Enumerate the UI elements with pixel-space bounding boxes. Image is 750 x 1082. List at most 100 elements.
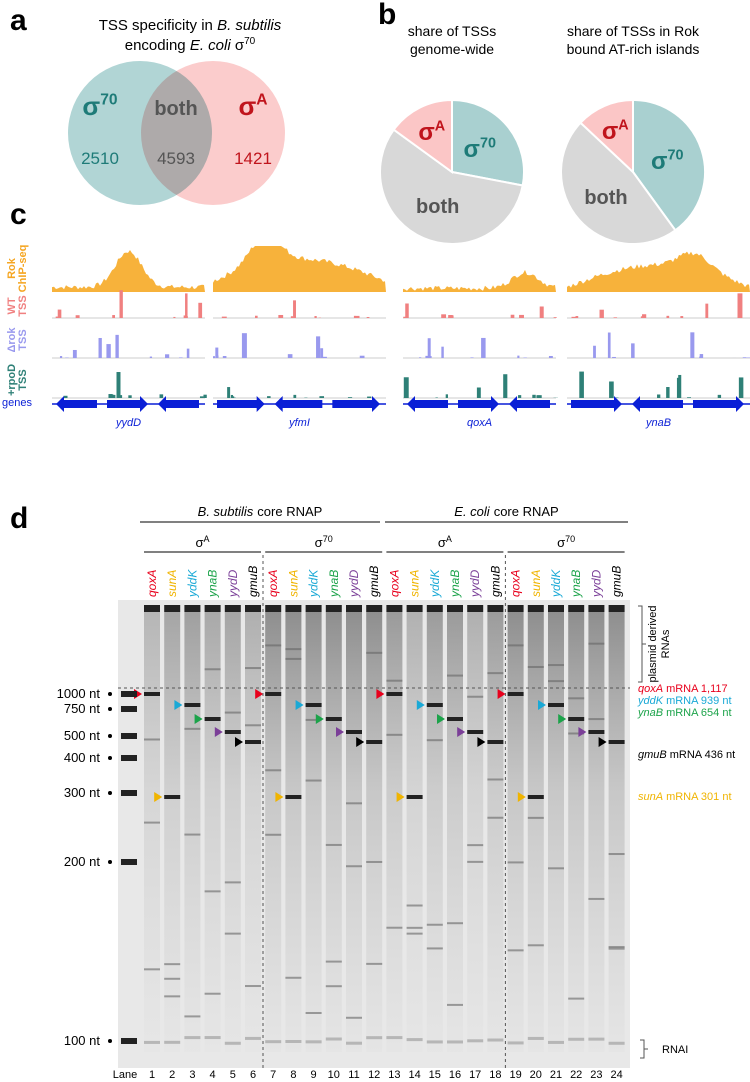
pie-title: share of TSSs in Rok — [567, 23, 700, 39]
sigma-sup: A — [446, 534, 452, 544]
lane-gene: yydD — [468, 569, 482, 598]
band — [305, 718, 322, 721]
tss-bar — [503, 374, 508, 398]
band — [325, 1037, 342, 1041]
tss-bar — [510, 314, 515, 318]
band — [588, 897, 605, 900]
sigma-label: σ70 — [82, 91, 117, 121]
pie-title: genome-wide — [410, 41, 494, 57]
band — [184, 1036, 201, 1040]
band — [386, 1036, 403, 1040]
gene-name: yydD — [115, 417, 141, 429]
rnap-label: E. coli core RNAP — [454, 504, 558, 519]
band — [144, 692, 160, 696]
lane-number: 10 — [328, 1069, 340, 1081]
tss-bar — [666, 315, 670, 318]
pie-slice — [451, 98, 525, 187]
band — [527, 1036, 544, 1040]
sigma-sup: A — [435, 119, 446, 135]
band-arrow — [174, 700, 183, 710]
well — [527, 605, 544, 612]
lane-number: 13 — [388, 1069, 400, 1081]
band — [164, 977, 181, 980]
band — [224, 932, 241, 935]
tss-bar — [481, 337, 486, 358]
lane-smear — [548, 612, 564, 1052]
sigma-group: σ70 — [315, 534, 333, 550]
band — [224, 1041, 241, 1045]
band — [426, 1040, 443, 1044]
band — [265, 692, 282, 696]
ladder-dot — [108, 1039, 112, 1043]
tss-bar — [705, 303, 709, 318]
gene-arrow — [693, 396, 744, 412]
tss-bar — [63, 395, 68, 398]
annotation-text: mRNA 939 nt — [666, 695, 731, 707]
band — [285, 795, 302, 799]
annotation-text: mRNA 301 nt — [666, 791, 731, 803]
lane-number: 9 — [311, 1069, 317, 1081]
band — [164, 1040, 181, 1044]
tss-bar — [227, 387, 231, 398]
sigma-base: σ — [651, 148, 667, 175]
band-arrow — [235, 737, 243, 747]
band — [245, 985, 261, 988]
band — [487, 740, 504, 744]
venn-circle — [141, 61, 285, 205]
ladder-band — [121, 1038, 137, 1044]
panel-letter: c — [10, 198, 27, 231]
tss-bar — [230, 394, 234, 398]
band-arrow — [275, 792, 284, 802]
band-arrow — [437, 714, 445, 724]
tss-bar — [241, 333, 247, 358]
tss-bar — [119, 395, 123, 398]
tss-bar — [72, 349, 77, 358]
lane-smear — [527, 612, 544, 1052]
tss-bar — [519, 314, 524, 318]
lane-smear — [164, 612, 181, 1052]
band — [548, 664, 564, 667]
lane-number: 4 — [210, 1069, 216, 1081]
band — [588, 730, 605, 734]
rnap-label: B. subtilis core RNAP — [198, 504, 323, 519]
tss-bar — [607, 332, 611, 358]
track-label: TSS — [17, 329, 29, 350]
panel-letter: b — [378, 0, 396, 31]
lane-gene: ynaB — [569, 570, 583, 598]
band — [164, 795, 181, 799]
sigma-sup: 70 — [100, 92, 118, 109]
well — [487, 605, 504, 612]
sigma-label: both — [416, 196, 459, 218]
band — [164, 963, 181, 966]
band — [144, 968, 160, 971]
lane-number: 22 — [570, 1069, 582, 1081]
tss-bar — [676, 377, 680, 398]
bracket — [638, 605, 646, 683]
band-annotation: gmuB mRNA 436 nt — [638, 749, 735, 761]
tss-bar — [612, 356, 616, 358]
band — [467, 695, 484, 698]
band — [245, 740, 261, 744]
band — [245, 724, 261, 727]
sigma-group: σA — [438, 534, 452, 550]
tss-bar — [111, 394, 116, 398]
band-arrow — [295, 700, 304, 710]
well — [346, 605, 362, 612]
well — [426, 605, 443, 612]
well — [245, 605, 261, 612]
tss-bar — [355, 315, 360, 318]
tss-bar — [441, 314, 447, 318]
lane-smear — [305, 612, 322, 1052]
band — [608, 1041, 625, 1045]
sigma-label: both — [154, 98, 197, 120]
sigma-label: σA — [602, 117, 629, 145]
lane-smear — [386, 612, 403, 1052]
ladder-dot — [108, 707, 112, 711]
lane-smear — [588, 612, 605, 1052]
tss-bar — [267, 396, 271, 398]
chip-seq-track — [52, 249, 205, 292]
ladder-label: 400 nt — [64, 750, 101, 765]
gene-arrow — [107, 396, 148, 412]
title-part: B. subtilis — [217, 17, 282, 34]
band — [325, 843, 342, 846]
